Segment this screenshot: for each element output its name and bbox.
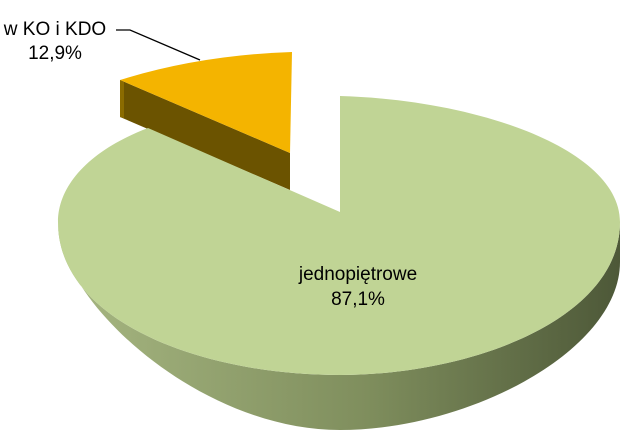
pie-slice-large — [58, 96, 620, 430]
slice-large-name: jednopiętrowe — [298, 264, 417, 285]
pie-slice-small — [120, 52, 292, 190]
leader-line — [116, 29, 201, 61]
slice-small-top — [120, 52, 292, 153]
slice-large-value: 87,1% — [331, 289, 385, 310]
slice-small-value: 12,9% — [28, 43, 82, 64]
slice-large-side — [58, 222, 620, 430]
slice-small-side — [120, 80, 290, 190]
slice-small-edge — [120, 80, 124, 118]
slice-small-name: w KO i KDO — [3, 19, 106, 40]
slice-label-small: w KO i KDO 12,9% — [3, 19, 106, 64]
slice-label-large: jednopiętrowe 87,1% — [298, 264, 417, 310]
slice-large-top — [58, 96, 620, 375]
